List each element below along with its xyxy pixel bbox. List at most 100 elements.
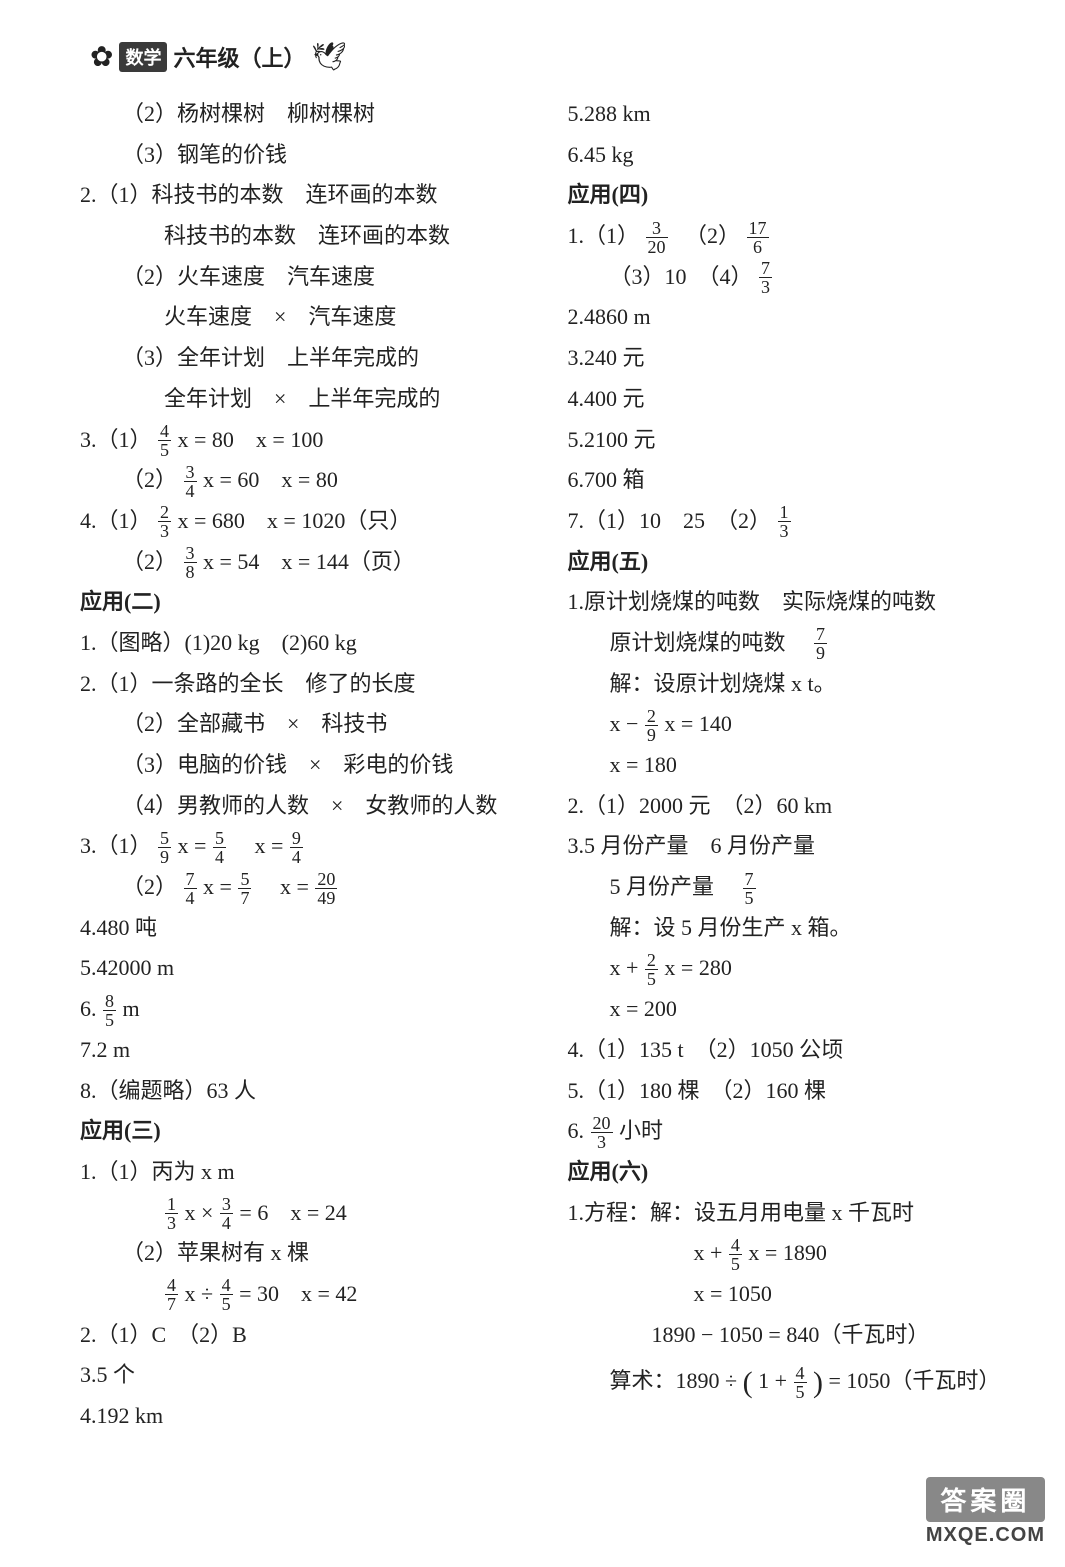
prefix: （2） (122, 549, 177, 574)
expr: x = 80 x = 100 (178, 427, 324, 452)
prefix: 3.（1） (80, 427, 152, 452)
fraction: 73 (759, 259, 772, 296)
text-line: 5.288 km (568, 94, 1006, 135)
text-line: （3）全年计划 上半年完成的 (80, 338, 518, 379)
prefix: 4.（1） (80, 508, 152, 533)
grade-label: 六年级（上） (173, 41, 305, 73)
expr: x = 60 x = 80 (203, 467, 338, 492)
equation-line: 3.（1） 59 x = 54 x = 94 (80, 826, 518, 867)
page-header: ✿ 数学 六年级（上） 🕊 (90, 40, 1005, 74)
expr: 算术：1890 ÷ (610, 1368, 743, 1393)
section-heading: 应用(五) (568, 542, 1006, 583)
expr: x ÷ (185, 1281, 214, 1306)
text-line: （2）火车速度 汽车速度 (80, 257, 518, 298)
fraction: 74 (184, 870, 197, 907)
fraction: 45 (158, 422, 171, 459)
text-line: 3.5 月份产量 6 月份产量 (568, 826, 1006, 867)
text-line: 1890 − 1050 = 840（千瓦时） (568, 1315, 1006, 1356)
expr: = 1050（千瓦时） (829, 1368, 1001, 1393)
prefix: 1.（1） (568, 223, 640, 248)
fraction: 29 (645, 707, 658, 744)
fraction: 13 (778, 503, 791, 540)
fraction: 75 (743, 870, 756, 907)
text-line: （2）全部藏书 × 科技书 (80, 704, 518, 745)
prefix: （3）10 （4） (610, 264, 753, 289)
fraction: 85 (103, 992, 116, 1029)
equation-line: 5 月份产量 75 (568, 867, 1006, 908)
fraction: 45 (220, 1276, 233, 1313)
fraction: 176 (747, 219, 769, 256)
text-line: 2.（1）C （2）B (80, 1315, 518, 1356)
text-line: 3.240 元 (568, 338, 1006, 379)
fraction: 45 (729, 1236, 742, 1273)
prefix: （2） (122, 467, 177, 492)
prefix: 6. (568, 1118, 585, 1143)
fraction: 47 (165, 1276, 178, 1313)
equation-line: 6. 203 小时 (568, 1111, 1006, 1152)
text-line: 4.（1）135 t （2）1050 公顷 (568, 1030, 1006, 1071)
equation-line: 算术：1890 ÷ ( 1 + 45 ) = 1050（千瓦时） (568, 1355, 1006, 1411)
equation-line: 4.（1） 23 x = 680 x = 1020（只） (80, 501, 518, 542)
unit: m (123, 996, 140, 1021)
section-heading: 应用(三) (80, 1111, 518, 1152)
prefix: （2） (122, 874, 177, 899)
fraction: 34 (220, 1195, 233, 1232)
fraction: 320 (646, 219, 668, 256)
fraction: 57 (238, 870, 251, 907)
section-heading: 应用(二) (80, 582, 518, 623)
left-column: （2）杨树棵树 柳树棵树 （3）钢笔的价钱 2.（1）科技书的本数 连环画的本数… (80, 94, 518, 1437)
equation-line: （2） 74 x = 57 x = 2049 (80, 867, 518, 908)
equation-line: 6. 85 m (80, 989, 518, 1030)
text-line: 2.（1）一条路的全长 修了的长度 (80, 664, 518, 705)
subject-badge: 数学 (119, 42, 167, 72)
watermark: 答案圈 MXQE.COM (926, 1477, 1045, 1547)
expr: x = 680 x = 1020（只） (178, 508, 412, 533)
text-line: 科技书的本数 连环画的本数 (80, 216, 518, 257)
text-line: 6.45 kg (568, 135, 1006, 176)
fraction: 34 (184, 463, 197, 500)
fraction: 45 (794, 1364, 807, 1401)
text-line: （3）钢笔的价钱 (80, 135, 518, 176)
equation-line: 7.（1）10 25 （2） 13 (568, 501, 1006, 542)
text-line: x = 200 (568, 989, 1006, 1030)
text-line: 火车速度 × 汽车速度 (80, 297, 518, 338)
text-line: 1.（1）丙为 x m (80, 1152, 518, 1193)
right-column: 5.288 km 6.45 kg 应用(四) 1.（1） 320 （2） 176… (568, 94, 1006, 1437)
paren-close: ) (813, 1366, 823, 1399)
content-columns: （2）杨树棵树 柳树棵树 （3）钢笔的价钱 2.（1）科技书的本数 连环画的本数… (80, 94, 1005, 1437)
text-line: （4）男教师的人数 × 女教师的人数 (80, 786, 518, 827)
fraction: 54 (213, 829, 226, 866)
expr: x = (203, 874, 232, 899)
expr: x + (694, 1240, 723, 1265)
fraction: 94 (290, 829, 303, 866)
prefix: 3.（1） (80, 833, 152, 858)
prefix: 原计划烧煤的吨数 (610, 630, 808, 655)
text-line: 4.480 吨 (80, 908, 518, 949)
text-line: 3.5 个 (80, 1355, 518, 1396)
fraction: 38 (184, 544, 197, 581)
equation-line: x − 29 x = 140 (568, 704, 1006, 745)
text-line: （3）电脑的价钱 × 彩电的价钱 (80, 745, 518, 786)
equation-line: （3）10 （4） 73 (568, 257, 1006, 298)
expr: x = 140 (664, 711, 731, 736)
text-line: 5.（1）180 棵 （2）160 棵 (568, 1071, 1006, 1112)
expr: x = 54 x = 144（页） (203, 549, 415, 574)
expr: x − (610, 711, 639, 736)
paren-open: ( (743, 1366, 753, 1399)
expr: x = (232, 833, 283, 858)
text-line: 4.400 元 (568, 379, 1006, 420)
expr: 1 + (758, 1368, 787, 1393)
text-line: 解：设原计划烧煤 x t。 (568, 664, 1006, 705)
expr: （2） (674, 223, 740, 248)
text-line: （2）苹果树有 x 棵 (80, 1233, 518, 1274)
equation-line: 3.（1） 45 x = 80 x = 100 (80, 420, 518, 461)
text-line: 2.（1）2000 元 （2）60 km (568, 786, 1006, 827)
text-line: 4.192 km (80, 1396, 518, 1437)
fraction: 2049 (315, 870, 337, 907)
watermark-top: 答案圈 (926, 1477, 1045, 1522)
equation-line: （2） 38 x = 54 x = 144（页） (80, 542, 518, 583)
equation-line: 47 x ÷ 45 = 30 x = 42 (80, 1274, 518, 1315)
expr: = 30 x = 42 (239, 1281, 357, 1306)
expr: x = (178, 833, 207, 858)
expr: = 6 x = 24 (239, 1200, 346, 1225)
